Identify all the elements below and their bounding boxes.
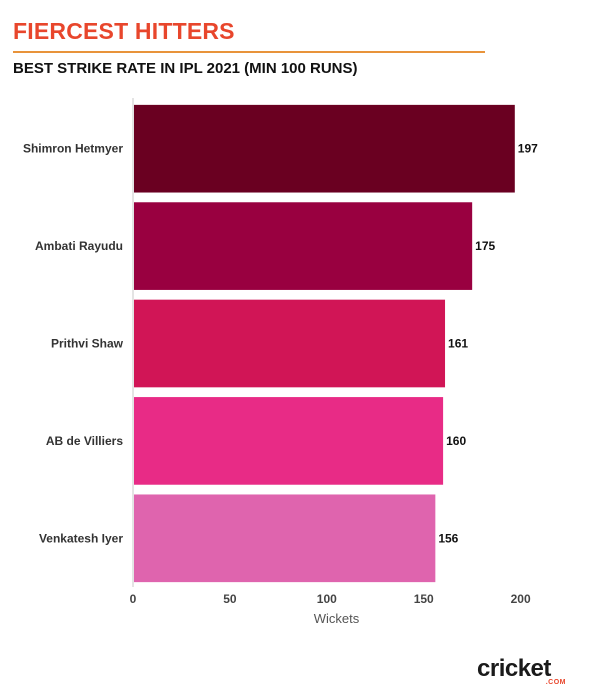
bar-chart: Shimron Hetmyer 197 Ambati Rayudu 175 Prithv… [23,98,538,626]
data-label: 161 [448,337,468,351]
x-tick-label: 0 [130,592,137,606]
x-tick-label: 100 [317,592,337,606]
title-underline [13,51,485,53]
cricket-com-logo: cricket .COM [477,655,572,687]
bar [134,104,515,193]
bar [134,397,444,485]
y-tick-label: Shimron Hetmyer [23,142,123,156]
y-tick-label: Ambati Rayudu [35,239,123,253]
data-label: 197 [518,142,538,156]
chart-title: FIERCEST HITTERS [13,18,235,44]
data-label: 156 [438,531,458,545]
y-tick-label: Prithvi Shaw [51,337,124,351]
bar [134,299,446,388]
bar [134,202,473,290]
y-tick-label: AB de Villiers [46,434,123,448]
x-tick-label: 200 [511,592,531,606]
y-tick-label: Venkatesh Iyer [39,531,123,545]
data-label: 175 [475,239,495,253]
x-tick-label: 50 [223,592,237,606]
logo-domain: .COM [545,679,566,686]
logo-wordmark: cricket [477,655,551,682]
data-label: 160 [446,434,466,448]
x-tick-label: 150 [414,592,434,606]
chart-subtitle: BEST STRIKE RATE IN IPL 2021 (MIN 100 RU… [13,60,358,77]
x-axis-label: Wickets [314,611,360,626]
bar [134,494,436,583]
